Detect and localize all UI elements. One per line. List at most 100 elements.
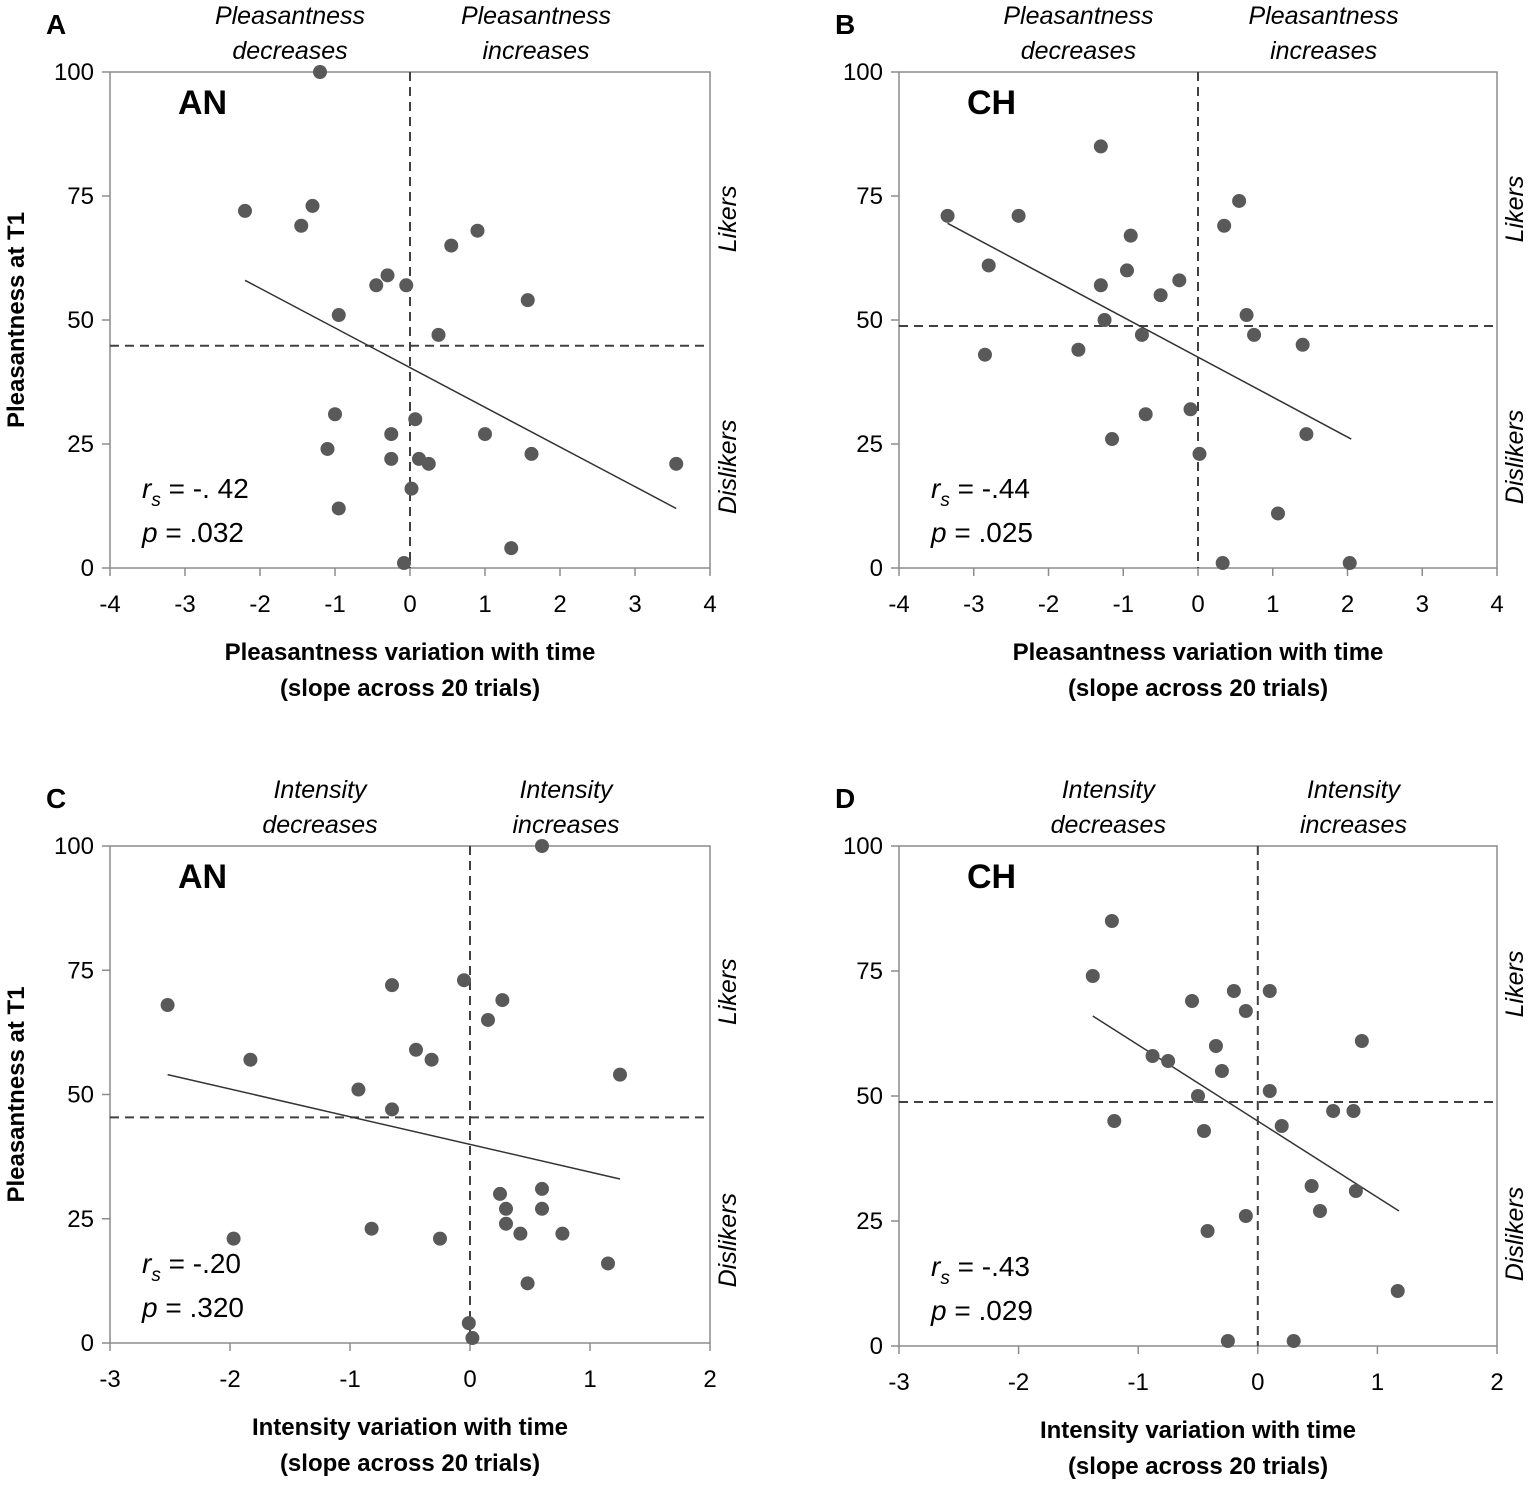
data-point [1119,263,1134,278]
stat-rs-subscript: s [940,490,950,511]
data-point [331,308,346,323]
stat-p: p = .025 [930,517,1033,548]
data-point [1172,273,1187,288]
stat-p: p = .029 [930,1295,1033,1326]
stat-p: p = .320 [141,1292,244,1323]
stat-rs-symbol: r [142,1248,153,1279]
data-point [1153,288,1168,303]
data-point [669,456,684,471]
x-tick-label: 1 [478,591,491,618]
data-point [1123,228,1138,243]
data-point [613,1067,627,1082]
data-point [513,1226,528,1241]
data-point [1215,556,1230,571]
x-axis-label-line2: (slope across 20 trials) [1068,675,1328,702]
data-point [535,839,549,853]
group-label: CH [967,84,1016,122]
data-point [465,1331,480,1346]
data-point [1093,139,1108,154]
x-axis-label-line2: (slope across 20 trials) [1068,1453,1328,1480]
data-point [981,258,996,273]
data-point [160,998,175,1013]
data-point [555,1226,570,1241]
data-point [1191,1089,1205,1103]
data-point [408,412,423,427]
data-point [1107,1114,1122,1128]
x-tick-label: -1 [324,591,345,618]
x-tick-label: -1 [1113,591,1134,618]
data-point [520,1276,535,1291]
data-point [433,1231,447,1246]
x-tick-label: 0 [1251,1369,1264,1396]
y-tick-label: 25 [67,431,94,458]
x-tick-label: -3 [963,591,984,618]
data-point [1390,1284,1405,1298]
stat-rs-symbol: r [931,1251,942,1282]
stat-rs-subscript: s [151,1265,161,1286]
data-point [1145,1049,1160,1063]
quadrant-right-line1: Intensity [1307,776,1402,804]
stat-p-symbol: p [141,517,158,548]
data-point [1105,432,1120,447]
data-point [940,208,955,223]
x-tick-label: -2 [1008,1369,1029,1396]
stat-rs-value: = -. 42 [161,473,249,504]
x-tick-label: -4 [99,591,120,618]
quadrant-left-line1: Pleasantness [215,2,365,30]
y-tick-label: 50 [856,1083,883,1110]
stat-rs-subscript: s [940,1268,950,1289]
panel-letter: C [46,783,66,814]
data-point [421,456,436,471]
stat-p-symbol: p [930,1295,947,1326]
side-label-dislikers: Dislikers [1501,1187,1529,1281]
quadrant-left-line2: decreases [262,811,377,839]
data-point [385,1102,399,1117]
quadrant-right-line2: increases [513,811,620,839]
data-point [369,278,384,293]
x-tick-label: 3 [1416,591,1429,618]
y-tick-label: 100 [843,833,883,860]
trend-line [947,222,1352,440]
y-tick-label: 0 [870,1333,883,1360]
x-tick-label: 3 [628,591,641,618]
quadrant-right-line2: increases [483,37,590,65]
group-label: CH [967,858,1016,896]
data-point [328,407,342,422]
y-tick-label: 25 [67,1206,94,1233]
data-point [1161,1054,1176,1068]
stat-rs-value: = -.43 [950,1251,1030,1282]
data-point [1097,313,1112,327]
data-point [977,347,992,362]
data-point [1239,308,1254,323]
y-tick-label: 100 [54,833,94,860]
data-point [409,1042,423,1057]
data-point [499,1201,513,1216]
data-point [481,1012,495,1027]
data-point [1238,1004,1253,1018]
trend-line [244,279,677,510]
data-point [470,223,485,238]
x-axis-label-line1: Intensity variation with time [252,1414,568,1441]
data-point [1348,1184,1363,1198]
data-point [351,1082,366,1097]
x-tick-label: 2 [553,591,566,618]
data-point [1093,278,1108,293]
data-point [1134,327,1149,342]
stat-rs: rs = -.44 [931,473,1030,511]
x-tick-label: 0 [1191,591,1204,618]
y-tick-label: 0 [81,1330,94,1357]
data-point [1226,984,1241,998]
data-point [1304,1179,1319,1193]
quadrant-left-line1: Pleasantness [1003,2,1153,30]
data-point [1342,556,1357,571]
data-point [1346,1104,1361,1118]
x-tick-label: -3 [99,1366,120,1393]
data-point [424,1052,439,1067]
data-point [524,446,539,461]
data-point [493,1186,507,1201]
data-point [1326,1104,1341,1118]
x-axis-label-line2: (slope across 20 trials) [280,1450,540,1477]
quadrant-left-line2: decreases [1021,37,1136,65]
x-axis-label-line1: Pleasantness variation with time [1013,639,1384,666]
data-point [457,973,471,988]
